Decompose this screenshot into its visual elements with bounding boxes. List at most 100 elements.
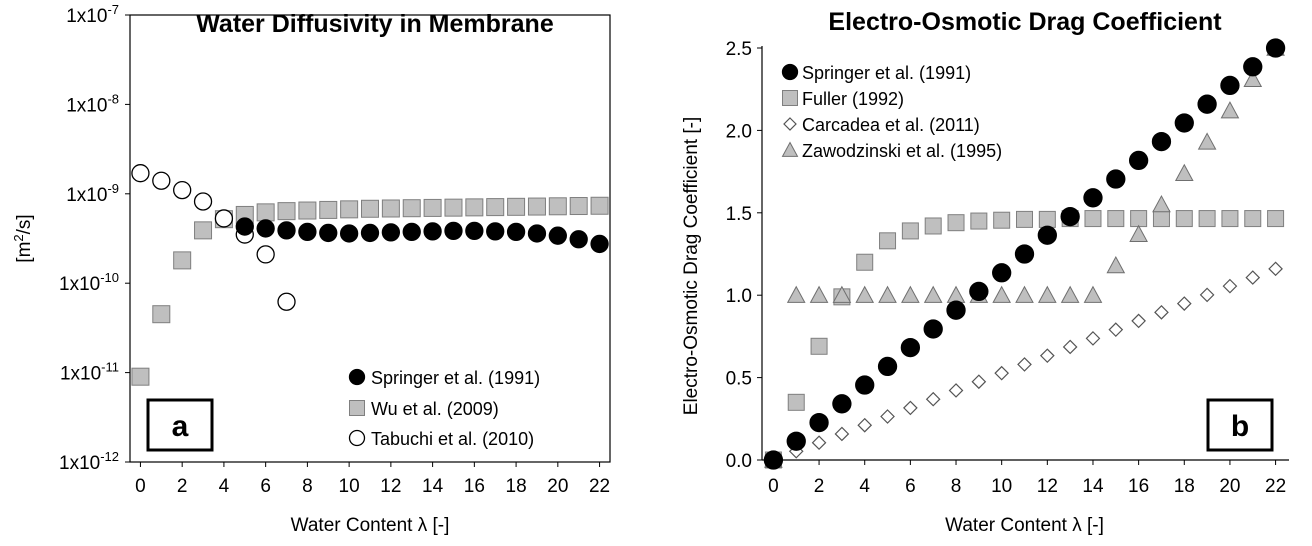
panel-a-point xyxy=(277,221,296,240)
panel-b-point xyxy=(1220,101,1240,119)
panel-b-y-tick-label: 1.5 xyxy=(726,204,752,225)
panel-b-point xyxy=(993,211,1011,229)
panel-a-point xyxy=(381,199,400,218)
panel-b-point xyxy=(1129,224,1148,242)
panel-a-point xyxy=(298,201,317,220)
panel-b-point xyxy=(901,222,919,240)
panel-b-x-tick-label: 20 xyxy=(1219,476,1240,497)
panel-b-point xyxy=(855,375,875,395)
panel-b-point xyxy=(970,212,988,230)
panel-b-point xyxy=(901,285,920,303)
panel-b-point xyxy=(786,431,806,451)
panel-b-x-axis-label: Water Content λ [-] xyxy=(945,515,1104,536)
panel-a-point xyxy=(465,198,484,217)
panel-a-point xyxy=(527,224,547,243)
panel-b-y-axis-label: Electro-Osmotic Drag Coefficient [-] xyxy=(681,117,702,415)
panel-a-x-tick-label: 10 xyxy=(339,476,360,497)
panel-a-y-tick-label: 1x10-11 xyxy=(60,360,119,385)
panel-b-point xyxy=(832,285,852,303)
panel-a-y-tick-label: 1x10-12 xyxy=(59,449,119,474)
panel-b-point xyxy=(1265,38,1286,58)
panel-b-point xyxy=(1221,210,1239,228)
panel-b-point xyxy=(879,232,897,250)
panel-a-title: Water Diffusivity in Membrane xyxy=(196,10,554,38)
panel-b-x-tick-label: 16 xyxy=(1128,476,1149,497)
panel-b-point xyxy=(810,337,828,355)
panel-a-x-tick-label: 8 xyxy=(302,476,313,497)
panel-b-x-tick-label: 18 xyxy=(1174,476,1195,497)
panel-a-point xyxy=(319,200,338,219)
panel-a-chart: Water Diffusivity in Membrane 1x10-7 1x10-… xyxy=(11,2,611,536)
panel-b-point xyxy=(1152,195,1171,213)
panel-b-point xyxy=(856,253,874,271)
panel-b-point xyxy=(1244,210,1262,228)
panel-a-point xyxy=(548,226,567,245)
panel-a-point xyxy=(569,197,588,216)
panel-b-point xyxy=(763,450,784,470)
panel-b-x-tick-label: 4 xyxy=(859,476,870,497)
panel-b-y-tick-label: 2.5 xyxy=(726,39,752,60)
panel-b-point xyxy=(855,285,875,303)
panel-a-y-tick-label: 1x10-9 xyxy=(66,181,119,206)
panel-a-x-tick-label: 2 xyxy=(177,476,188,497)
panel-a-point xyxy=(152,305,171,324)
panel-b-point xyxy=(923,319,943,339)
panel-a-point xyxy=(569,230,588,249)
panel-b-point xyxy=(1083,188,1103,208)
panel-a-point xyxy=(256,203,275,222)
panel-a-x-axis-label: Water Content λ [-] xyxy=(291,515,450,536)
panel-b-point xyxy=(971,374,987,390)
panel-a-point xyxy=(235,217,254,236)
panel-a-point xyxy=(340,200,359,219)
panel-a-legend-marker xyxy=(348,429,366,447)
panel-a-point xyxy=(193,192,213,211)
panel-b-legend-label: Zawodzinski et al. (1995) xyxy=(802,141,1002,161)
panel-b-point xyxy=(1106,169,1126,189)
panel-b-point xyxy=(1220,75,1240,96)
panel-b-y-tick-label: 1.0 xyxy=(726,286,752,307)
panel-b-point xyxy=(1060,206,1080,227)
panel-b-point xyxy=(1222,278,1238,294)
panel-a-point xyxy=(173,180,192,200)
panel-b-x-tick-label: 6 xyxy=(905,476,916,497)
panel-b-point xyxy=(1106,255,1126,274)
panel-b-legend-marker xyxy=(782,90,798,106)
panel-a-point xyxy=(256,245,275,264)
panel-b-point xyxy=(1037,285,1057,303)
panel-a-x-tick-label: 22 xyxy=(589,476,610,497)
panel-b-x-tick-label: 10 xyxy=(991,476,1012,497)
panel-a-point xyxy=(527,197,546,216)
panel-b-legend-label: Carcadea et al. (2011) xyxy=(802,115,980,135)
panel-b-y-tick-label: 2.0 xyxy=(726,121,752,142)
panel-a-x-tick-label: 16 xyxy=(464,476,485,497)
panel-a-point xyxy=(486,222,505,241)
panel-a-point xyxy=(319,223,338,243)
panel-b-y-tick-label: 0.0 xyxy=(726,451,752,472)
panel-b-point xyxy=(1060,285,1080,303)
panel-b-point xyxy=(1243,57,1263,77)
panel-a-letter-box xyxy=(146,398,214,452)
panel-a-point xyxy=(256,219,275,238)
panel-a-letter: a xyxy=(172,410,189,443)
panel-a-x-tick-label: 20 xyxy=(547,476,568,497)
panel-b-point xyxy=(811,435,827,451)
panel-b-point xyxy=(1174,113,1194,133)
panel-b-point xyxy=(1198,210,1216,228)
panel-a-x-tick-label: 14 xyxy=(422,476,444,497)
panel-b-legend-label: Springer et al. (1991) xyxy=(802,63,971,83)
panel-a-point xyxy=(214,209,234,228)
panel-a-legend-marker xyxy=(349,400,365,416)
panel-b-x-tick-label: 8 xyxy=(951,476,962,497)
panel-b-point xyxy=(786,285,806,303)
panel-a-point xyxy=(402,199,421,218)
panel-a-x-tick-label: 4 xyxy=(219,476,230,497)
panel-b-point xyxy=(1062,339,1078,355)
panel-b-point xyxy=(946,300,966,320)
panel-a-x-tick-label: 18 xyxy=(506,476,527,497)
panel-b-point xyxy=(1038,210,1056,228)
panel-b-legend-marker xyxy=(783,117,797,131)
panel-a-plot-frame xyxy=(129,14,611,463)
panel-a-point xyxy=(548,197,567,216)
panel-b-point xyxy=(925,391,941,407)
panel-b-point xyxy=(809,412,829,433)
